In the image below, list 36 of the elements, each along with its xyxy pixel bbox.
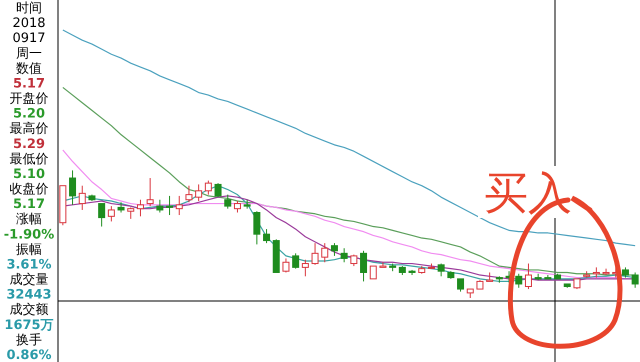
candlestick: [195, 184, 202, 202]
text: 数值: [16, 61, 42, 76]
text: 0.86%: [6, 348, 52, 362]
text: 2018: [12, 16, 46, 32]
candlestick: [176, 195, 183, 216]
candlestick: [340, 248, 348, 263]
candlestick: [78, 185, 86, 210]
candlestick: [321, 242, 328, 263]
text: 成交额: [10, 302, 48, 318]
text: 5.29: [12, 136, 46, 152]
text: 5.20: [12, 106, 46, 122]
candlestick: [302, 259, 309, 277]
text: 周一: [16, 46, 42, 62]
text: 成交量: [10, 272, 48, 288]
text: 0917: [12, 31, 46, 46]
candlestick: [108, 206, 115, 222]
text: 3.61%: [6, 257, 52, 272]
text: 涨幅: [16, 212, 42, 228]
text: 5.10: [12, 166, 46, 182]
text: 5.17: [12, 197, 46, 212]
text: 时间: [16, 1, 42, 16]
text: 5.17: [12, 76, 46, 92]
candlestick: [166, 195, 174, 216]
text: 开盘价: [10, 92, 48, 107]
text: -1.90%: [4, 227, 54, 242]
annotation: 买入: [484, 168, 572, 219]
text: 最低价: [10, 152, 48, 167]
text: 收盘价: [10, 182, 48, 198]
candlestick: [69, 170, 76, 206]
text: 1675万: [4, 318, 54, 333]
text: 振幅: [16, 242, 42, 258]
candlestick: [136, 199, 144, 217]
text: 32443: [6, 288, 52, 303]
candlestick: [185, 185, 192, 203]
text: 最高价: [10, 120, 48, 137]
text: 换手: [16, 332, 42, 348]
